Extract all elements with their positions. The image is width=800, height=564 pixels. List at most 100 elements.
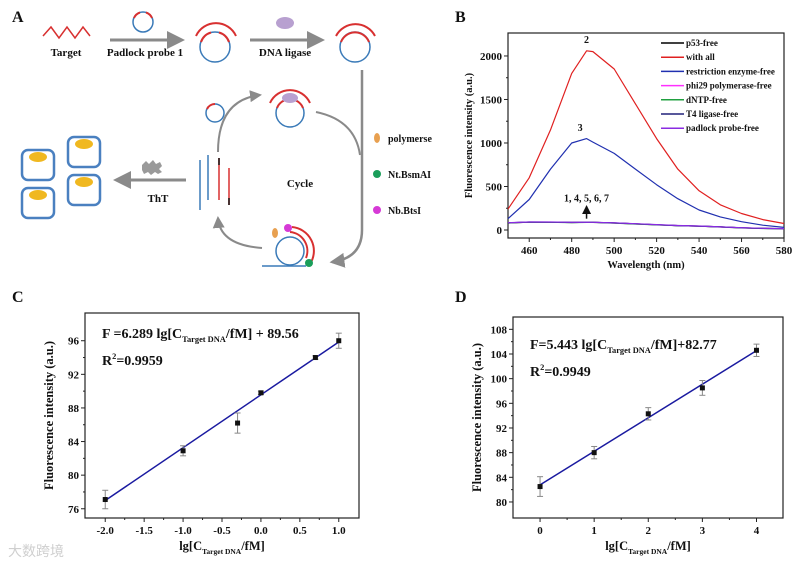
ligated-probe-icon — [335, 23, 376, 63]
r-squared-part: R — [102, 354, 113, 369]
y-tick-label: 96 — [68, 336, 80, 348]
g-quadruplex-icon — [20, 135, 102, 220]
y-tick-label: 88 — [68, 403, 80, 415]
fit-equation-part: F=5.443 lg[C — [530, 338, 607, 353]
legend-label: padlock probe-free — [686, 123, 759, 133]
x-axis-label: Wavelength (nm) — [607, 260, 685, 271]
x-axis-label-part: /fM] — [240, 539, 265, 553]
y-axis-label: Fluorescence intensity (a.u.) — [42, 341, 56, 490]
x-tick-label: 0 — [537, 525, 543, 537]
x-tick-label: 0.5 — [293, 525, 307, 537]
y-tick-label: 500 — [486, 181, 503, 193]
legend-label: phi29 polymerase-free — [686, 81, 772, 91]
data-point — [753, 347, 759, 353]
x-tick-label: 3 — [700, 525, 706, 537]
x-tick-label: 4 — [754, 525, 760, 537]
x-tick-label: -1.0 — [174, 525, 192, 537]
data-point — [336, 338, 342, 344]
y-tick-label: 92 — [496, 423, 508, 435]
fit-line — [104, 341, 340, 502]
panel-label-d: D — [455, 289, 467, 306]
padlock-probe-label: Padlock probe 1 — [107, 47, 183, 59]
schematic-diagram: Target Padlock probe 1 DNA ligase — [20, 11, 432, 268]
y-tick-label: 104 — [491, 349, 508, 361]
y-tick-label: 0 — [497, 225, 503, 237]
curve-annotation: 1, 4, 5, 6, 7 — [564, 193, 609, 204]
cycle-label: Cycle — [287, 178, 313, 190]
data-point — [258, 390, 264, 396]
y-tick-label: 84 — [496, 472, 508, 484]
data-point — [591, 450, 597, 456]
fit-equation: F=5.443 lg[CTarget DNA/fM]+82.77 — [530, 338, 717, 355]
x-tick-label: 460 — [521, 245, 538, 257]
y-tick-label: 1000 — [480, 138, 503, 150]
y-axis-label: Fluorescence intensity (a.u.) — [470, 343, 484, 492]
chart-b-spectra: 460 480 500 520 540 560 580 0 500 1000 1500 2000 Flu… — [464, 32, 793, 271]
x-axis-label-part: lg[C — [605, 539, 628, 553]
panel-label-c: C — [12, 289, 24, 306]
plot-frame — [507, 32, 785, 239]
x-tick-label: 2 — [646, 525, 652, 537]
dna-ligase-label: DNA ligase — [259, 47, 311, 59]
r-squared-superscript: 2 — [540, 363, 544, 372]
chart-d-calibration: 0 1 2 3 4 80 84 88 92 96 100 104 108 Fluorescence int… — [470, 316, 784, 556]
data-point — [312, 355, 318, 361]
chart-c-calibration: -2.0 -1.5 -1.0 -0.5 0.0 0.5 1.0 76 80 84 88 92 96 Flu… — [42, 312, 360, 556]
x-axis-label-part: lg[C — [179, 539, 202, 553]
data-point — [645, 411, 651, 417]
padlock-probe-icon — [132, 11, 154, 33]
series-line-padlock-probe-free — [507, 221, 785, 230]
y-tick-label: 80 — [68, 470, 80, 482]
x-tick-label: 1.0 — [332, 525, 346, 537]
y-tick-label: 88 — [496, 448, 508, 460]
y-tick-label: 84 — [68, 437, 80, 449]
fit-equation-part: F =6.289 lg[C — [102, 327, 182, 342]
data-point — [102, 497, 108, 503]
x-tick-label: 480 — [563, 245, 580, 257]
fit-equation-part: /fM] + 89.56 — [225, 327, 299, 342]
nb-btsi-icon — [373, 206, 381, 214]
legend-nt-bsmai-label: Nt.BsmAI — [388, 170, 431, 181]
target-label: Target — [51, 47, 82, 59]
x-axis-label-subscript: Target DNA — [628, 547, 668, 556]
nt-bsmai-icon — [373, 170, 381, 178]
hybridized-probe-icon — [195, 22, 237, 63]
watermark: 大数跨境 — [8, 544, 64, 560]
y-tick-label: 100 — [491, 374, 508, 386]
y-axis-label: Fluorescence intensity (a.u.) — [464, 72, 475, 198]
x-tick-label: 560 — [733, 245, 750, 257]
legend-polymerase-label: polymerse — [388, 134, 432, 145]
polymerase-icon — [374, 133, 380, 143]
x-tick-label: 540 — [691, 245, 708, 257]
r-squared-part: =0.9959 — [116, 354, 162, 369]
r-squared: R2=0.9949 — [530, 363, 591, 380]
data-point — [180, 448, 186, 454]
x-axis-label-part: /fM] — [666, 539, 691, 553]
curve-annotation: 2 — [584, 35, 589, 46]
cycle-diagram — [199, 89, 361, 267]
y-tick-label: 76 — [68, 504, 80, 516]
panel-label-b: B — [455, 9, 466, 26]
series-line-restriction-enzyme-free — [507, 138, 785, 228]
x-tick-label: 580 — [776, 245, 793, 257]
x-axis-label: lg[CTarget DNA/fM] — [605, 539, 691, 556]
y-tick-label: 80 — [496, 497, 508, 509]
curve-annotation: 3 — [578, 123, 583, 134]
fit-equation-part: /fM]+82.77 — [650, 338, 717, 353]
x-tick-label: 500 — [606, 245, 623, 257]
x-tick-label: -0.5 — [213, 525, 231, 537]
data-point — [537, 484, 543, 490]
tht-label: ThT — [148, 193, 169, 205]
legend-label: dNTP-free — [686, 95, 727, 105]
y-tick-label: 96 — [496, 398, 508, 410]
fit-equation-subscript: Target DNA — [607, 346, 651, 355]
x-tick-label: 520 — [648, 245, 665, 257]
r-squared: R2=0.9959 — [102, 352, 163, 369]
x-axis-label: lg[CTarget DNA/fM] — [179, 539, 265, 556]
target-strand-icon — [42, 25, 91, 40]
x-tick-label: -2.0 — [97, 525, 115, 537]
x-axis-label-subscript: Target DNA — [202, 547, 242, 556]
fit-equation: F =6.289 lg[CTarget DNA/fM] + 89.56 — [102, 327, 299, 344]
x-tick-label: 0.0 — [254, 525, 268, 537]
